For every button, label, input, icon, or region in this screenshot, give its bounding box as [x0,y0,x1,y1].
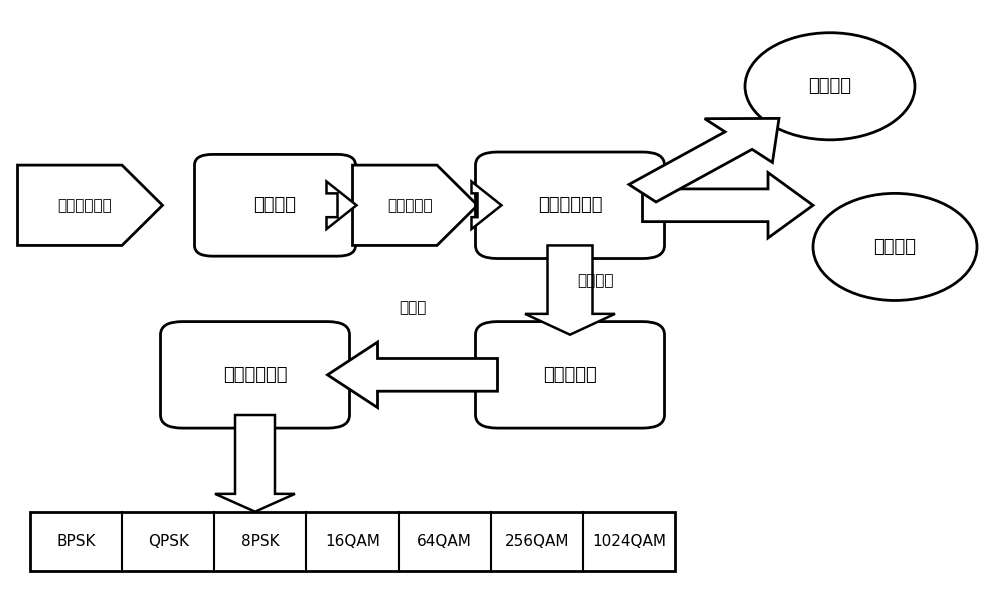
Text: 星座图分析: 星座图分析 [543,366,597,384]
Polygon shape [215,415,295,512]
Polygon shape [525,245,615,334]
FancyBboxPatch shape [195,154,356,256]
Text: 余弦调频: 余弦调频 [874,238,916,256]
Polygon shape [352,165,478,245]
Polygon shape [472,181,501,229]
Text: QPSK: QPSK [148,534,189,549]
Text: 时频分析: 时频分析 [254,196,296,214]
Text: 256QAM: 256QAM [505,534,569,549]
Text: 输入离散信号: 输入离散信号 [58,198,112,213]
Ellipse shape [745,33,915,140]
Polygon shape [642,173,813,238]
Text: 形态拟合算法: 形态拟合算法 [538,196,602,214]
Polygon shape [326,181,356,229]
Text: 16QAM: 16QAM [325,534,380,549]
Text: 边缘检测算法: 边缘检测算法 [223,366,287,384]
Text: 线性调频: 线性调频 [808,77,852,95]
Polygon shape [629,118,779,202]
Text: 星座图: 星座图 [399,300,426,315]
FancyBboxPatch shape [476,321,664,428]
Text: 时频分布图: 时频分布图 [387,198,433,213]
FancyBboxPatch shape [30,512,675,571]
Text: 其余信号: 其余信号 [577,274,613,289]
Ellipse shape [813,193,977,300]
Text: 1024QAM: 1024QAM [592,534,666,549]
FancyBboxPatch shape [160,321,350,428]
Text: 64QAM: 64QAM [417,534,472,549]
Text: 8PSK: 8PSK [241,534,280,549]
Polygon shape [18,165,162,245]
FancyBboxPatch shape [476,152,664,258]
Text: BPSK: BPSK [56,534,96,549]
Polygon shape [328,342,497,408]
